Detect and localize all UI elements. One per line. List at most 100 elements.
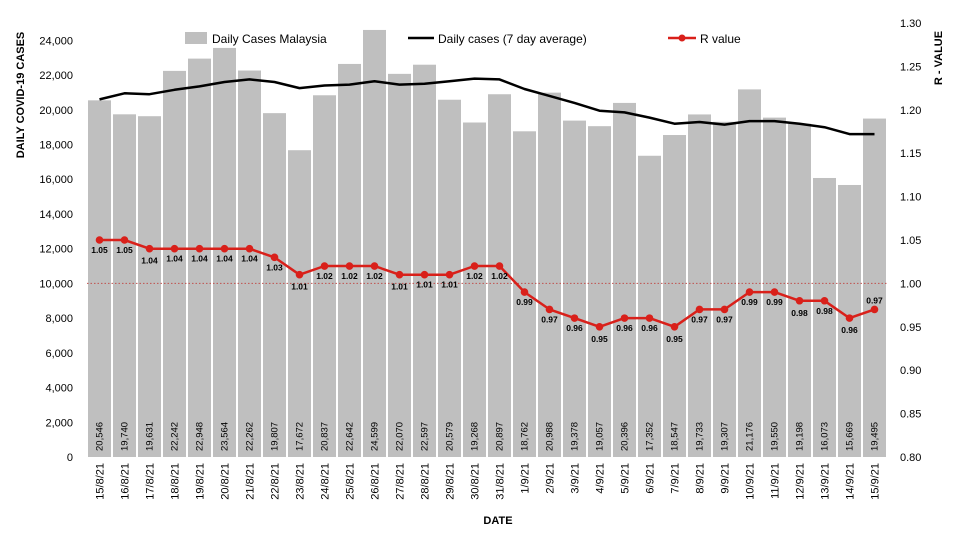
x-tick-label: 13/9/21 — [820, 463, 832, 500]
y-tick-label: 6,000 — [45, 348, 73, 360]
bar-5/9/21 — [613, 102, 636, 457]
axes: 0 2,000 4,000 6,000 8,000 10,000 12,000 14,000 1… — [39, 18, 921, 500]
x-tick-label: 26/8/21 — [370, 463, 382, 500]
r-value-label: 0.99 — [766, 297, 783, 307]
r-value-label: 0.98 — [791, 308, 808, 318]
bar-value-label: 19,740 — [120, 422, 131, 451]
r-value-label: 1.04 — [216, 254, 233, 264]
r-value-label: 0.97 — [541, 314, 558, 324]
bar-value-label: 17,352 — [645, 422, 656, 451]
r-value-label: 0.95 — [591, 334, 608, 344]
x-tick-label: 29/8/21 — [445, 463, 457, 500]
bar-value-labels: 20,546 19,740 19,631 22,242 22,948 23,564 22,2… — [95, 422, 881, 451]
bar-value-label: 23,564 — [220, 422, 231, 451]
legend-swatch-bar — [185, 32, 207, 44]
bar-10/9/21 — [738, 89, 761, 457]
y2-tick-label: 1.20 — [900, 105, 921, 117]
x-tick-label: 24/8/21 — [320, 463, 332, 500]
x-tick-label: 25/8/21 — [345, 463, 357, 500]
bar-13/9/21 — [813, 177, 836, 457]
r-value-label: 1.01 — [391, 282, 408, 292]
bar-value-label: 19,807 — [270, 422, 281, 451]
y2-tick-label: 1.15 — [900, 148, 921, 160]
x-tick-label: 19/8/21 — [195, 463, 207, 500]
r-point-16/8/21 — [120, 236, 129, 244]
r-point-18/8/21 — [170, 244, 179, 253]
r-point-29/8/21 — [445, 270, 454, 279]
legend: Daily Cases Malaysia Daily cases (7 day … — [185, 32, 741, 46]
r-value-label: 1.01 — [416, 280, 433, 290]
r-value-label: 1.02 — [466, 271, 483, 281]
bar-value-label: 19,057 — [595, 422, 606, 451]
bar-27/8/21 — [388, 73, 411, 457]
r-point-25/8/21 — [345, 262, 354, 270]
bar-value-label: 18,762 — [520, 422, 531, 451]
r-value-series — [95, 236, 879, 331]
r-value-label: 1.02 — [341, 271, 358, 281]
x-tick-label: 23/8/21 — [295, 463, 307, 500]
r-point-17/8/21 — [145, 244, 154, 253]
y2-tick-label: 0.85 — [900, 409, 921, 421]
r-point-15/8/21 — [95, 236, 104, 244]
bar-value-label: 21,176 — [745, 422, 756, 451]
r-value-labels: 1.05 1.05 1.04 1.04 1.04 1.04 1.04 1.03 1.01 1.02… — [91, 245, 883, 344]
bar-12/9/21 — [788, 123, 811, 457]
r-value-label: 1.02 — [316, 271, 333, 281]
bar-value-label: 17,672 — [295, 422, 306, 451]
r-value-label: 1.05 — [91, 245, 108, 255]
legend-label-r: R value — [700, 32, 741, 46]
bar-16/8/21 — [113, 114, 136, 457]
r-value-label: 0.96 — [566, 323, 583, 333]
bar-18/8/21 — [163, 70, 186, 458]
r-value-label: 0.95 — [666, 334, 683, 344]
bar-value-label: 20,396 — [620, 422, 631, 451]
r-point-26/8/21 — [370, 262, 379, 270]
r-point-2/9/21 — [545, 305, 554, 314]
r-point-13/9/21 — [820, 296, 829, 305]
bar-19/8/21 — [188, 58, 211, 458]
bar-26/8/21 — [363, 29, 386, 457]
x-tick-label: 4/9/21 — [595, 463, 607, 494]
r-value-label: 1.04 — [141, 256, 158, 266]
r-point-6/9/21 — [645, 314, 654, 322]
bar-22/8/21 — [263, 113, 286, 457]
bar-value-label: 22,262 — [245, 422, 256, 451]
r-value-label: 0.98 — [816, 306, 833, 316]
r-point-23/8/21 — [295, 270, 304, 279]
bar-6/9/21 — [638, 155, 661, 457]
r-point-24/8/21 — [320, 262, 329, 270]
r-value-label: 0.96 — [641, 323, 658, 333]
y2-tick-label: 1.10 — [900, 192, 921, 204]
bar-value-label: 19,550 — [770, 422, 781, 451]
bar-3/9/21 — [563, 120, 586, 457]
r-point-8/9/21 — [695, 305, 704, 314]
legend-marker-r — [678, 34, 686, 42]
y-tick-label: 16,000 — [39, 174, 73, 186]
x-tick-label: 18/8/21 — [170, 463, 182, 500]
bar-30/8/21 — [463, 122, 486, 458]
r-point-30/8/21 — [470, 262, 479, 270]
x-tick-label: 27/8/21 — [395, 463, 407, 500]
legend-label-bar: Daily Cases Malaysia — [212, 32, 327, 46]
x-tick-label: 21/8/21 — [245, 463, 257, 500]
r-point-10/9/21 — [745, 288, 754, 296]
bar-21/8/21 — [238, 70, 261, 457]
r-value-label: 1.04 — [241, 254, 258, 264]
y2-tick-label: 0.80 — [900, 452, 921, 464]
bar-value-label: 22,642 — [345, 422, 356, 451]
r-point-11/9/21 — [770, 288, 779, 296]
bar-value-label: 19,198 — [795, 422, 806, 451]
bar-value-label: 20,579 — [445, 422, 456, 451]
bar-23/8/21 — [288, 150, 311, 457]
r-point-28/8/21 — [420, 270, 429, 279]
r-value-label: 0.97 — [716, 314, 733, 324]
y2-tick-label: 1.25 — [900, 61, 921, 73]
y-axis-title: DAILY COVID-19 CASES — [15, 32, 27, 159]
legend-label-avg: Daily cases (7 day average) — [438, 32, 587, 46]
bar-24/8/21 — [313, 95, 336, 457]
r-point-21/8/21 — [245, 244, 254, 253]
x-tick-label: 5/9/21 — [620, 463, 632, 494]
r-value-label: 1.03 — [266, 262, 283, 272]
x-tick-label: 22/8/21 — [270, 463, 282, 500]
y-tick-label: 12,000 — [39, 244, 73, 256]
